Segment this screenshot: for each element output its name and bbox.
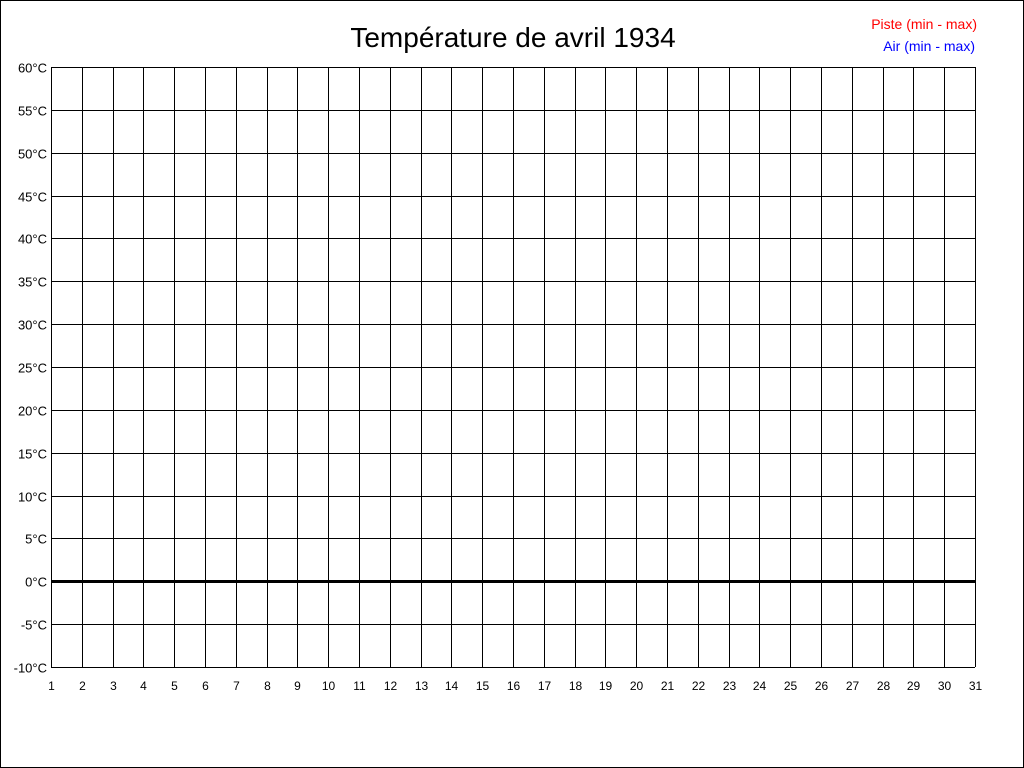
x-tick-label: 17 <box>538 679 552 693</box>
x-tick-label: 23 <box>723 679 737 693</box>
x-axis-ticks: 1 2 3 4 5 6 7 8 9 10 11 12 13 14 15 16 17 18 19 20 21 22 23 24 2… <box>48 679 982 693</box>
grid <box>51 67 976 668</box>
x-tick-label: 16 <box>507 679 521 693</box>
x-tick-label: 18 <box>569 679 583 693</box>
x-tick-label: 2 <box>79 679 86 693</box>
x-tick-label: 7 <box>233 679 240 693</box>
x-tick-label: 3 <box>110 679 117 693</box>
y-tick-label: 20°C <box>18 404 47 419</box>
y-tick-label: 30°C <box>18 318 47 333</box>
x-tick-label: 26 <box>815 679 829 693</box>
x-tick-label: 25 <box>784 679 798 693</box>
y-tick-label: 55°C <box>18 104 47 119</box>
y-tick-label: 35°C <box>18 275 47 290</box>
x-tick-label: 30 <box>938 679 952 693</box>
x-tick-label: 10 <box>322 679 336 693</box>
x-tick-label: 21 <box>661 679 675 693</box>
y-tick-label: 0°C <box>25 575 47 590</box>
y-tick-label: 60°C <box>18 61 47 76</box>
x-tick-label: 28 <box>877 679 891 693</box>
y-tick-label: 15°C <box>18 447 47 462</box>
x-tick-label: 5 <box>171 679 178 693</box>
x-tick-label: 6 <box>202 679 209 693</box>
x-tick-label: 31 <box>969 679 983 693</box>
x-tick-label: 24 <box>753 679 767 693</box>
y-tick-label: 5°C <box>25 532 47 547</box>
x-tick-label: 15 <box>476 679 490 693</box>
y-tick-label: 10°C <box>18 490 47 505</box>
y-axis-ticks: -10°C -5°C 0°C 5°C 10°C 15°C 20°C 25°C 30°C 35°C 4… <box>14 61 47 676</box>
x-tick-label: 14 <box>445 679 459 693</box>
x-tick-label: 20 <box>630 679 644 693</box>
y-tick-label: 50°C <box>18 147 47 162</box>
x-tick-label: 29 <box>907 679 921 693</box>
x-tick-label: 8 <box>264 679 271 693</box>
legend-piste: Piste (min - max) <box>871 16 977 32</box>
x-tick-label: 4 <box>140 679 147 693</box>
x-tick-label: 22 <box>692 679 706 693</box>
y-tick-label: 40°C <box>18 232 47 247</box>
x-tick-label: 19 <box>599 679 613 693</box>
x-tick-label: 13 <box>415 679 429 693</box>
x-tick-label: 9 <box>294 679 301 693</box>
y-tick-label: 25°C <box>18 361 47 376</box>
x-tick-label: 11 <box>353 679 366 693</box>
x-tick-label: 1 <box>48 679 55 693</box>
y-tick-label: -10°C <box>14 661 47 676</box>
x-tick-label: 27 <box>846 679 860 693</box>
chart-title: Température de avril 1934 <box>350 22 675 53</box>
y-tick-label: -5°C <box>21 618 47 633</box>
legend-air: Air (min - max) <box>883 38 975 54</box>
y-tick-label: 45°C <box>18 190 47 205</box>
x-tick-label: 12 <box>384 679 398 693</box>
